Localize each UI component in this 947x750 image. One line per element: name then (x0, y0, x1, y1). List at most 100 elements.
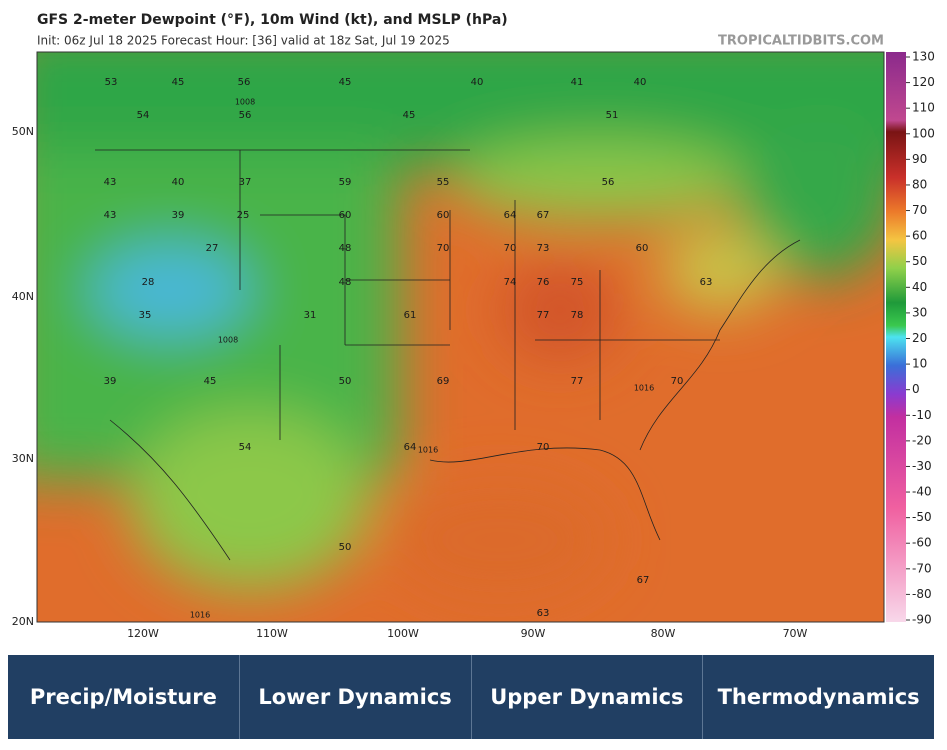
lat-label: 40N (12, 290, 34, 303)
map-frame (36, 51, 885, 623)
dewpoint-label: 60 (437, 210, 450, 221)
dewpoint-label: 40 (634, 77, 647, 88)
dewpoint-label: 61 (404, 310, 417, 321)
colorbar-label: 130 (912, 50, 935, 64)
colorbar-label: 0 (912, 382, 920, 396)
dewpoint-label: 56 (602, 177, 615, 188)
isobar-label: 1008 (235, 98, 255, 107)
colorbar-label: 90 (912, 152, 927, 166)
dewpoint-label: 25 (237, 210, 250, 221)
dewpoint-label: 64 (404, 442, 417, 453)
dewpoint-label: 40 (172, 177, 185, 188)
dewpoint-label: 77 (571, 376, 584, 387)
dewpoint-label: 45 (204, 376, 217, 387)
colorbar-label: -30 (912, 459, 932, 473)
tab-button[interactable]: Lower Dynamics (238, 655, 471, 739)
dewpoint-label: 55 (437, 177, 450, 188)
title: GFS 2-meter Dewpoint (°F), 10m Wind (kt)… (37, 12, 508, 28)
dewpoint-label: 63 (537, 608, 550, 619)
dewpoint-label: 70 (537, 442, 550, 453)
dewpoint-label: 35 (139, 310, 152, 321)
isobar-label: 1016 (190, 611, 210, 620)
isobar-label: 1016 (634, 384, 654, 393)
lon-label: 70W (783, 627, 808, 640)
colorbar-label: 110 (912, 101, 935, 115)
dewpoint-label: 63 (700, 277, 713, 288)
colorbar-label: 10 (912, 357, 927, 371)
dewpoint-label: 39 (172, 210, 185, 221)
colorbar-label: -70 (912, 561, 932, 575)
colorbar-label: 80 (912, 177, 927, 191)
tab-button[interactable]: Precip/Moisture (29, 685, 217, 709)
dewpoint-label: 48 (339, 277, 352, 288)
dewpoint-label: 43 (104, 177, 117, 188)
dewpoint-label: 76 (537, 277, 550, 288)
map-field (37, 52, 884, 622)
colorbar-label: 50 (912, 254, 927, 268)
watermark: TROPICALTIDBITS.COM (718, 34, 884, 49)
dewpoint-label: 60 (636, 243, 649, 254)
colorbar-label: -90 (912, 613, 932, 627)
colorbar-label: 30 (912, 305, 927, 319)
dewpoint-label: 50 (339, 376, 352, 387)
dewpoint-label: 50 (339, 542, 352, 553)
lon-label: 100W (387, 627, 419, 640)
colorbar-label: -80 (912, 587, 932, 601)
colorbar-label: 120 (912, 75, 935, 89)
colorbar-label: -60 (912, 536, 932, 550)
dewpoint-label: 53 (105, 77, 118, 88)
colorbar-label: -10 (912, 408, 932, 422)
dewpoint-label: 77 (537, 310, 550, 321)
dewpoint-label: 60 (339, 210, 352, 221)
dewpoint-label: 37 (239, 177, 252, 188)
tab-bar: Precip/Moisture Lower Dynamics Upper Dynam… (8, 655, 934, 739)
colorbar-label: -40 (912, 485, 932, 499)
dewpoint-label: 43 (104, 210, 117, 221)
dewpoint-label: 78 (571, 310, 584, 321)
lat-label: 20N (12, 615, 34, 628)
tab-button[interactable]: Thermodynamics (702, 655, 934, 739)
dewpoint-label: 74 (504, 277, 517, 288)
dewpoint-label: 45 (403, 110, 416, 121)
lon-label: 110W (256, 627, 288, 640)
subtitle: Init: 06z Jul 18 2025 Forecast Hour: [36… (37, 34, 450, 48)
colorbar-label: 100 (912, 126, 935, 140)
lon-label: 90W (521, 627, 546, 640)
dewpoint-label: 56 (239, 110, 252, 121)
dewpoint-label: 59 (339, 177, 352, 188)
dewpoint-label: 75 (571, 277, 584, 288)
dewpoint-label: 70 (671, 376, 684, 387)
dewpoint-label: 51 (606, 110, 619, 121)
dewpoint-label: 28 (142, 277, 155, 288)
dewpoint-label: 73 (537, 243, 550, 254)
colorbar-label: -50 (912, 510, 932, 524)
dewpoint-label: 64 (504, 210, 517, 221)
isobar-label: 1016 (418, 446, 438, 455)
map-figure: GFS 2-meter Dewpoint (°F), 10m Wind (kt)… (12, 12, 935, 640)
colorbar-label: 20 (912, 331, 927, 345)
lon-label: 80W (651, 627, 676, 640)
dewpoint-label: 54 (137, 110, 150, 121)
colorbar-label: 40 (912, 280, 927, 294)
dewpoint-label: 45 (339, 77, 352, 88)
lat-label: 50N (12, 125, 34, 138)
lat-label: 30N (12, 452, 34, 465)
dewpoint-label: 70 (504, 243, 517, 254)
colorbar-label: 60 (912, 229, 927, 243)
dewpoint-label: 39 (104, 376, 117, 387)
dewpoint-label: 67 (637, 575, 650, 586)
colorbar-label: -20 (912, 433, 932, 447)
dewpoint-label: 56 (238, 77, 251, 88)
dewpoint-label: 41 (571, 77, 584, 88)
lon-label: 120W (127, 627, 159, 640)
dewpoint-label: 27 (206, 243, 219, 254)
dewpoint-label: 31 (304, 310, 317, 321)
tab-button[interactable]: Upper Dynamics (470, 655, 703, 739)
dewpoint-label: 67 (537, 210, 550, 221)
dewpoint-label: 69 (437, 376, 450, 387)
dewpoint-label: 54 (239, 442, 252, 453)
colorbar-label: 70 (912, 203, 927, 217)
dewpoint-label: 45 (172, 77, 185, 88)
dewpoint-label: 70 (437, 243, 450, 254)
